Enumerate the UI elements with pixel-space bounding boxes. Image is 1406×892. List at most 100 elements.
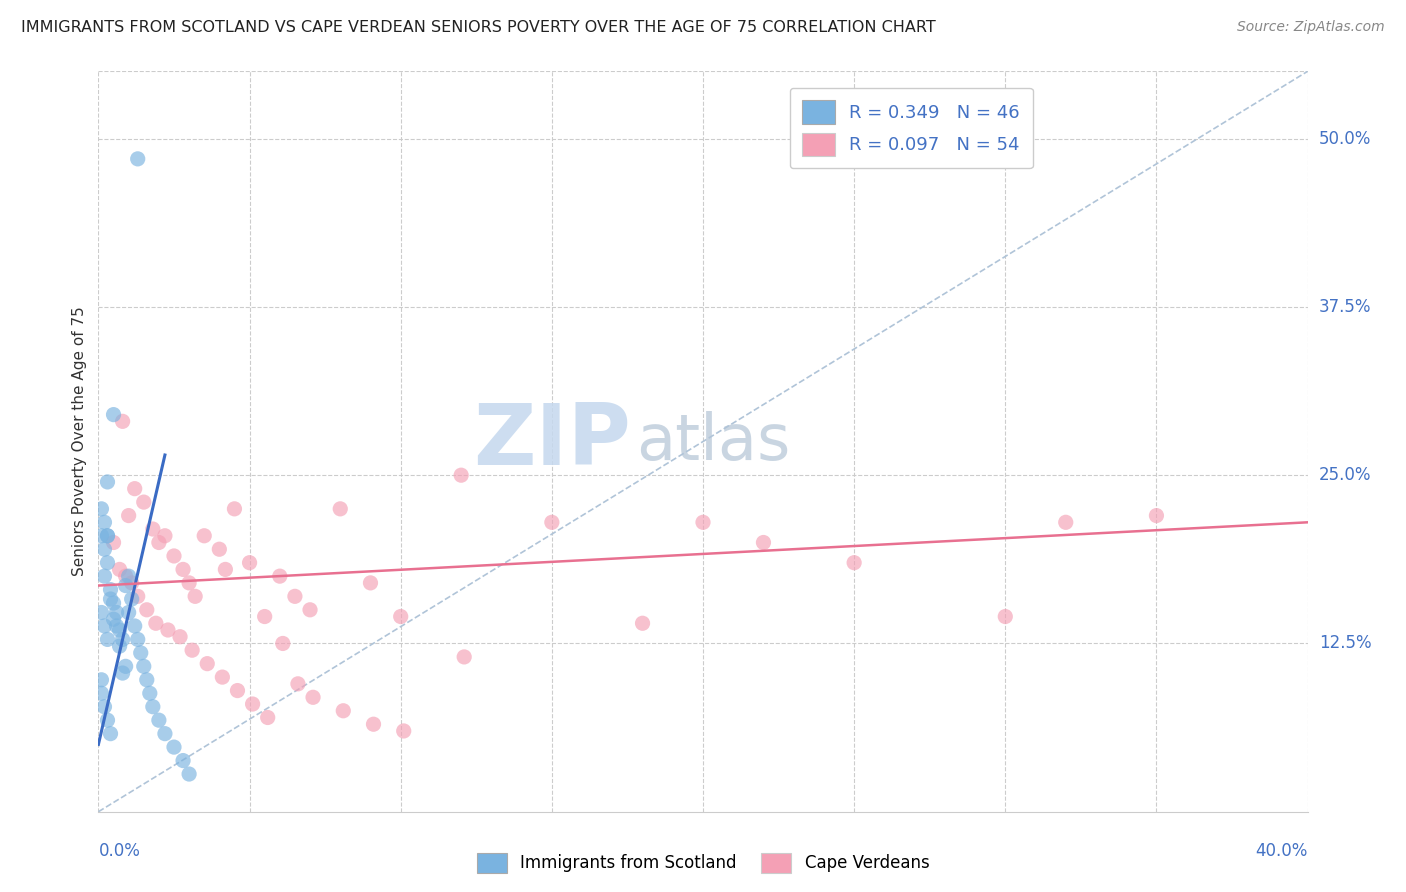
Point [153, 529, 176, 543]
Point [692, 516, 714, 530]
Point [96, 632, 118, 647]
Point [124, 482, 146, 496]
Point [96, 556, 118, 570]
Point [450, 468, 472, 483]
Point [631, 616, 654, 631]
Text: atlas: atlas [637, 410, 790, 473]
Point [148, 535, 170, 549]
Point [96, 713, 118, 727]
Point [172, 562, 194, 576]
Point [752, 535, 775, 549]
Point [142, 699, 165, 714]
Point [224, 501, 246, 516]
Point [121, 575, 143, 590]
Point [253, 609, 276, 624]
Point [148, 713, 170, 727]
Point [142, 522, 165, 536]
Point [124, 619, 146, 633]
Y-axis label: Seniors Poverty Over the Age of 75: Seniors Poverty Over the Age of 75 [72, 307, 87, 576]
Point [114, 569, 136, 583]
Point [105, 619, 128, 633]
Point [363, 717, 385, 731]
Point [179, 767, 201, 781]
Point [111, 666, 134, 681]
Text: 37.5%: 37.5% [1319, 298, 1371, 316]
Point [111, 414, 134, 428]
Point [302, 690, 325, 705]
Point [100, 592, 122, 607]
Point [100, 726, 122, 740]
Text: IMMIGRANTS FROM SCOTLAND VS CAPE VERDEAN SENIORS POVERTY OVER THE AGE OF 75 CORR: IMMIGRANTS FROM SCOTLAND VS CAPE VERDEAN… [21, 20, 936, 35]
Point [360, 575, 382, 590]
Legend: Immigrants from Scotland, Cape Verdeans: Immigrants from Scotland, Cape Verdeans [470, 847, 936, 880]
Point [105, 606, 128, 620]
Point [269, 569, 291, 583]
Point [214, 562, 236, 576]
Point [211, 670, 233, 684]
Point [1054, 516, 1077, 530]
Point [179, 575, 201, 590]
Point [172, 754, 194, 768]
Point [181, 643, 204, 657]
Point [193, 529, 215, 543]
Point [145, 616, 167, 631]
Point [129, 646, 152, 660]
Point [329, 501, 352, 516]
Point [118, 508, 141, 523]
Point [195, 657, 218, 671]
Point [96, 529, 118, 543]
Text: 25.0%: 25.0% [1319, 467, 1371, 484]
Point [139, 686, 162, 700]
Text: ZIP: ZIP [472, 400, 630, 483]
Point [226, 683, 249, 698]
Point [93, 699, 115, 714]
Point [169, 630, 191, 644]
Point [93, 516, 115, 530]
Point [118, 606, 141, 620]
Point [93, 619, 115, 633]
Point [1144, 508, 1167, 523]
Point [392, 723, 415, 738]
Point [90, 529, 112, 543]
Point [163, 740, 186, 755]
Point [208, 542, 231, 557]
Point [132, 495, 155, 509]
Point [111, 632, 134, 647]
Point [90, 501, 112, 516]
Point [163, 549, 186, 563]
Legend: R = 0.349   N = 46, R = 0.097   N = 54: R = 0.349 N = 46, R = 0.097 N = 54 [790, 87, 1032, 169]
Point [271, 636, 294, 650]
Point [135, 603, 157, 617]
Point [135, 673, 157, 687]
Point [127, 152, 149, 166]
Point [121, 592, 143, 607]
Point [242, 697, 264, 711]
Point [93, 569, 115, 583]
Point [127, 632, 149, 647]
Point [100, 582, 122, 597]
Point [103, 408, 125, 422]
Point [389, 609, 412, 624]
Point [114, 659, 136, 673]
Point [127, 590, 149, 604]
Point [118, 569, 141, 583]
Point [332, 704, 354, 718]
Point [90, 686, 112, 700]
Point [114, 578, 136, 592]
Text: 12.5%: 12.5% [1319, 634, 1371, 652]
Text: Source: ZipAtlas.com: Source: ZipAtlas.com [1237, 20, 1385, 34]
Point [93, 542, 115, 557]
Point [90, 606, 112, 620]
Point [287, 677, 309, 691]
Text: 0.0%: 0.0% [98, 842, 141, 860]
Point [284, 590, 307, 604]
Point [108, 623, 131, 637]
Point [153, 726, 176, 740]
Point [239, 556, 262, 570]
Text: 40.0%: 40.0% [1256, 842, 1308, 860]
Point [156, 623, 179, 637]
Point [108, 639, 131, 653]
Point [103, 596, 125, 610]
Point [96, 529, 118, 543]
Point [453, 649, 475, 664]
